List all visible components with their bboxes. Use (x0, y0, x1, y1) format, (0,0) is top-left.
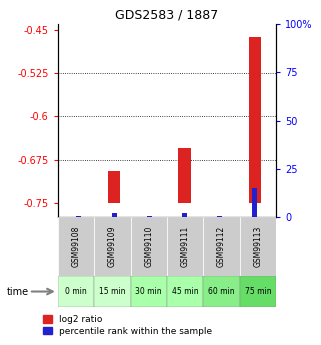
Bar (182, 213, 187, 217)
Bar (167, 217, 203, 276)
Bar (240, 276, 276, 307)
Bar (203, 276, 240, 307)
Text: 45 min: 45 min (172, 287, 198, 296)
Bar (167, 276, 203, 307)
Text: GSM99111: GSM99111 (181, 226, 190, 267)
Bar (112, 214, 117, 217)
Bar (108, 171, 120, 203)
Text: 0 min: 0 min (65, 287, 87, 296)
Text: 60 min: 60 min (208, 287, 235, 296)
Text: time: time (7, 287, 29, 296)
Bar (178, 148, 191, 203)
Text: GSM99112: GSM99112 (217, 226, 226, 267)
Bar (240, 217, 276, 276)
Text: 30 min: 30 min (135, 287, 162, 296)
Bar (249, 37, 261, 203)
Text: 75 min: 75 min (245, 287, 271, 296)
Text: GSM99113: GSM99113 (253, 226, 262, 267)
Bar (131, 276, 167, 307)
Text: GSM99110: GSM99110 (144, 226, 153, 267)
Bar (76, 216, 81, 217)
Bar (203, 217, 240, 276)
Bar (94, 276, 131, 307)
Bar (147, 216, 152, 217)
Bar (58, 217, 94, 276)
Text: 15 min: 15 min (99, 287, 126, 296)
Bar (253, 188, 257, 217)
Text: GSM99108: GSM99108 (72, 226, 81, 267)
Bar (58, 276, 94, 307)
Title: GDS2583 / 1887: GDS2583 / 1887 (115, 9, 219, 22)
Text: GSM99109: GSM99109 (108, 226, 117, 267)
Bar (94, 217, 131, 276)
Legend: log2 ratio, percentile rank within the sample: log2 ratio, percentile rank within the s… (43, 315, 213, 336)
Bar (131, 217, 167, 276)
Bar (217, 216, 222, 217)
